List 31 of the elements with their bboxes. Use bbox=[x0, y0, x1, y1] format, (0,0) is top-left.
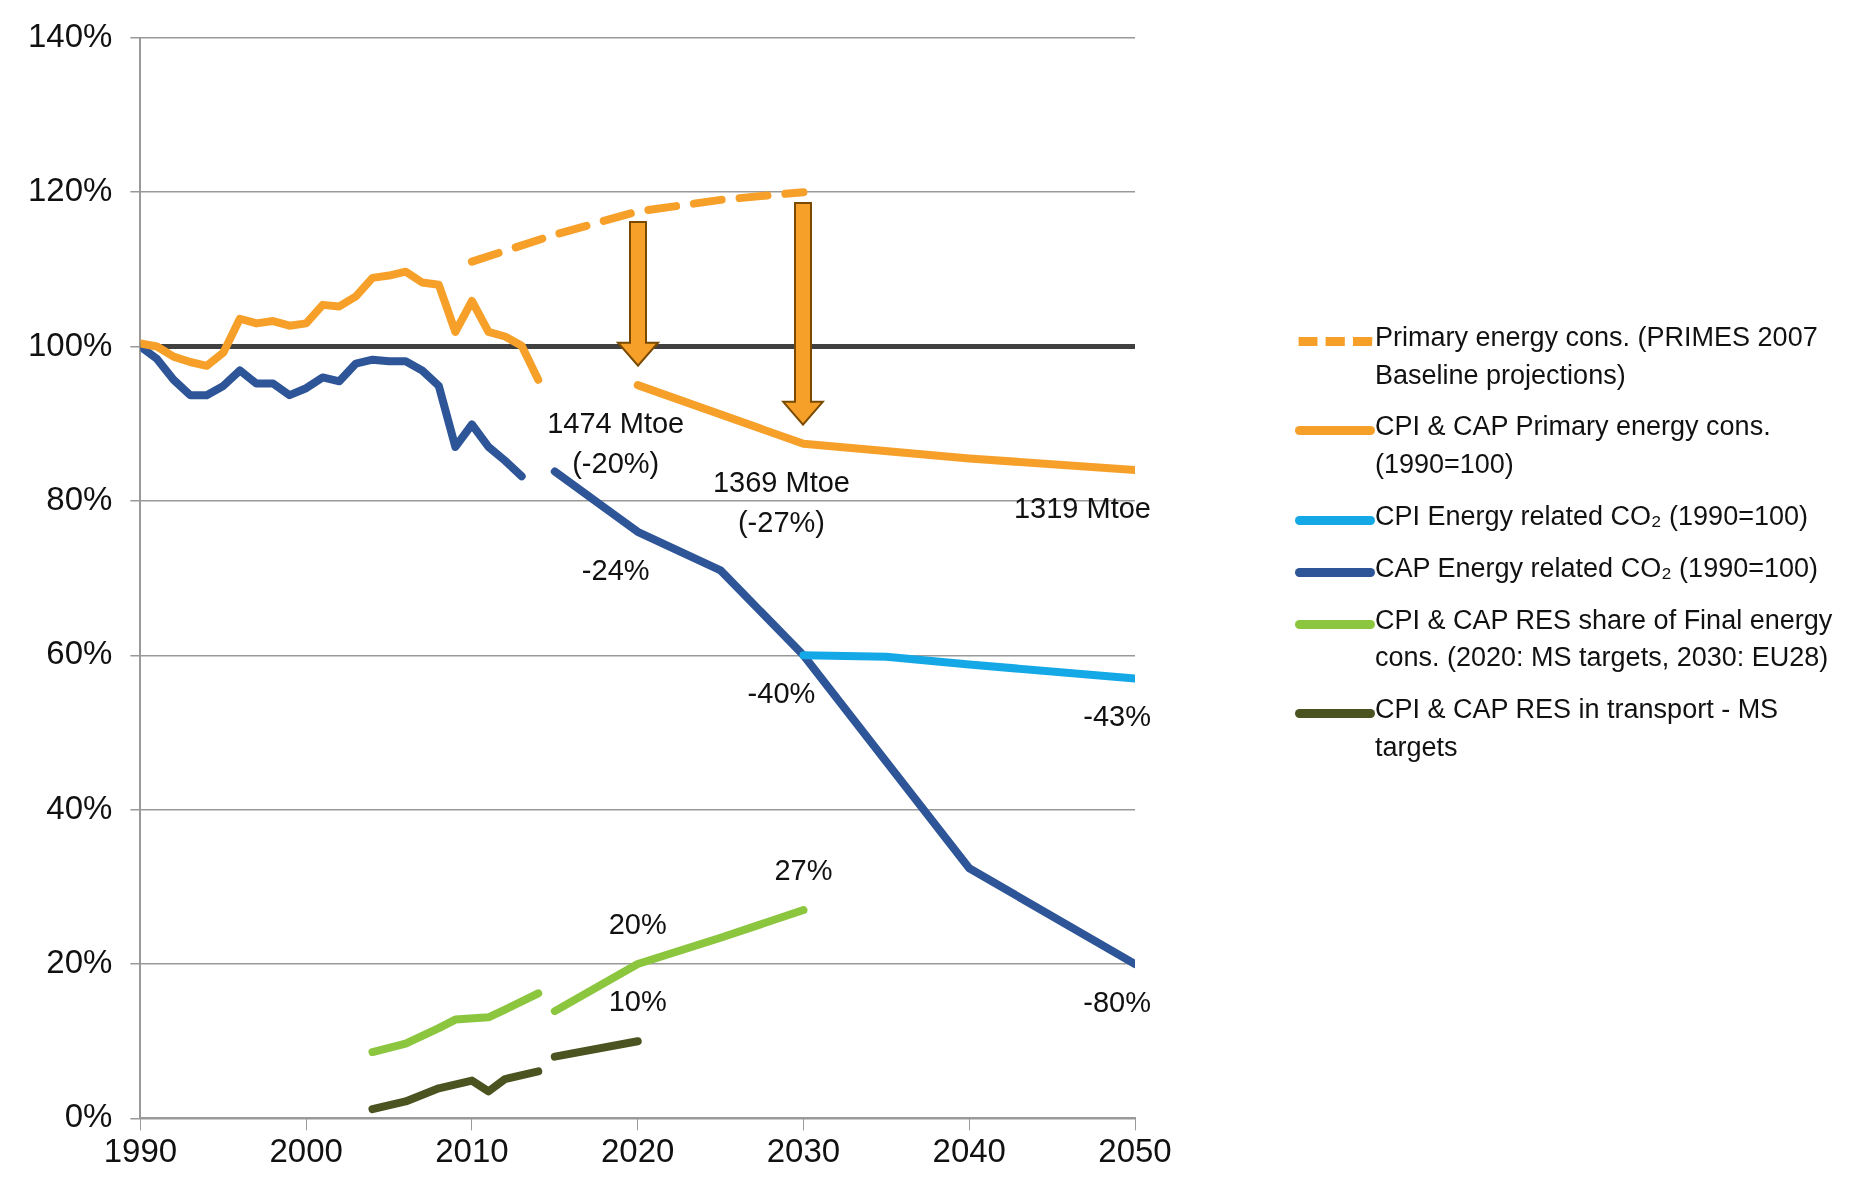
annotation: 1369 Mtoe (-27%) bbox=[712, 465, 850, 538]
annotation: 1319 Mtoe bbox=[1013, 492, 1151, 525]
legend-label: CPI & CAP RES in transport - MS targets bbox=[1375, 693, 1780, 764]
annotation: 20% bbox=[608, 908, 667, 941]
legend-label: CPI & CAP RES share of Final energy cons. (2020: MS targets, 2030: EU28) bbox=[1375, 603, 1834, 675]
annotation: -80% bbox=[1083, 986, 1151, 1019]
annotation: 1474 Mtoe (-20%) bbox=[547, 407, 685, 480]
y-tick-label: 0% bbox=[64, 1097, 113, 1135]
x-tick-label: 2040 bbox=[932, 1132, 1006, 1170]
y-tick-label: 80% bbox=[46, 480, 113, 518]
x-tick-label: 2050 bbox=[1098, 1132, 1172, 1170]
y-tick-label: 60% bbox=[46, 634, 113, 672]
y-tick-label: 140% bbox=[28, 16, 113, 54]
x-tick-label: 2000 bbox=[269, 1132, 343, 1170]
y-tick-label: 100% bbox=[28, 325, 113, 363]
x-tick-label: 2020 bbox=[600, 1132, 675, 1170]
annotation: -40% bbox=[747, 677, 816, 710]
x-tick-label: 2030 bbox=[766, 1132, 841, 1170]
x-tick-label: 1990 bbox=[103, 1132, 178, 1170]
y-tick-label: 20% bbox=[46, 943, 113, 981]
y-tick-label: 40% bbox=[46, 788, 113, 826]
annotation: 10% bbox=[608, 985, 667, 1018]
annotation: -43% bbox=[1083, 700, 1151, 733]
annotation: -24% bbox=[581, 553, 650, 586]
legend-label: Primary energy cons. (PRIMES 2007 Baseline projections) bbox=[1375, 320, 1819, 392]
x-tick-label: 2010 bbox=[435, 1132, 509, 1170]
legend-label: CPI Energy related CO₂ (1990=100) bbox=[1375, 499, 1808, 533]
y-tick-label: 120% bbox=[28, 171, 113, 209]
legend-label: CPI & CAP Primary energy cons. (1990=100) bbox=[1375, 410, 1772, 482]
annotation: 27% bbox=[774, 854, 833, 886]
legend-label: CAP Energy related CO₂ (1990=100) bbox=[1375, 551, 1818, 585]
